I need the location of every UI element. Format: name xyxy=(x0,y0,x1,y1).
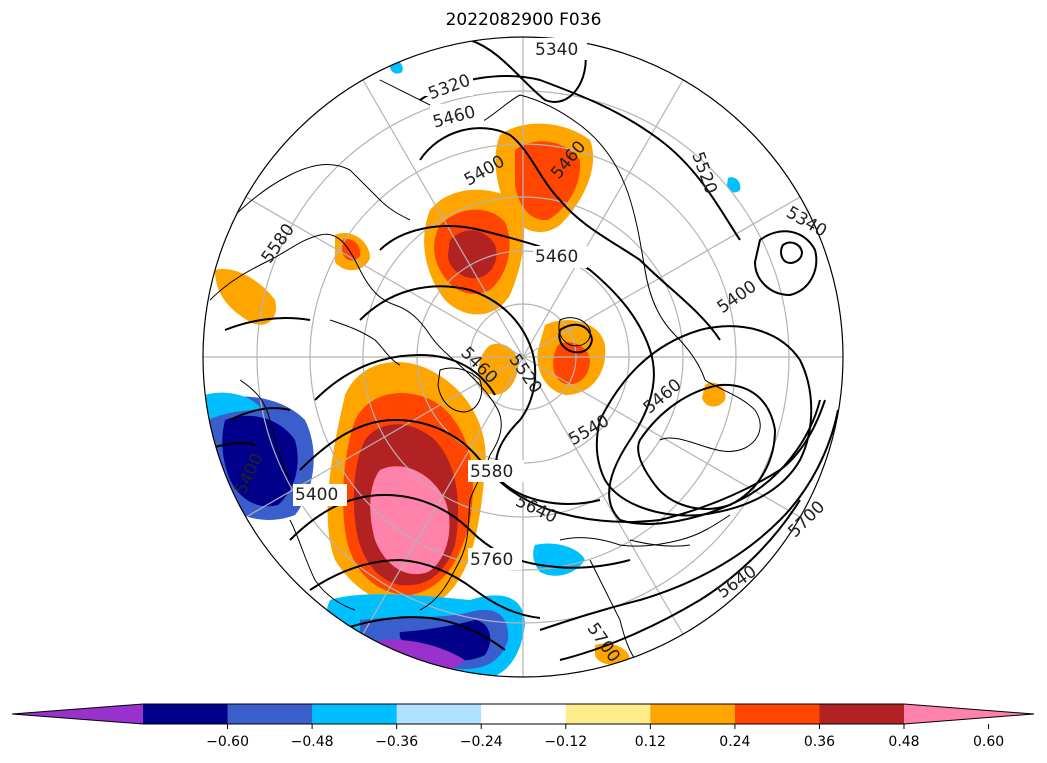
colorbar-segment xyxy=(481,704,567,724)
colorbar-tick-label: −0.60 xyxy=(206,734,249,750)
colorbar-segment xyxy=(143,704,229,724)
colorbar-tick-label: −0.36 xyxy=(375,734,418,750)
colorbar-segment xyxy=(312,704,398,724)
anomaly-shading xyxy=(203,59,741,677)
map-title: 2022082900 F036 xyxy=(445,10,602,30)
colorbar-tick-label: −0.48 xyxy=(291,734,334,750)
contour-label: 5760 xyxy=(470,550,513,570)
colorbar-segment xyxy=(819,704,905,724)
contour-label: 5580 xyxy=(470,462,513,482)
colorbar-segment xyxy=(396,704,482,724)
colorbar-segment xyxy=(650,704,736,724)
coastlines xyxy=(209,79,761,666)
colorbar-segment xyxy=(227,704,313,724)
map-boundary xyxy=(202,36,844,678)
colorbar-segment xyxy=(734,704,820,724)
graticule xyxy=(203,37,843,677)
colorbar-tick-label: 0.24 xyxy=(719,734,750,750)
colorbar-tick-label: 0.48 xyxy=(888,734,919,750)
contour-labels: 5340 5320 5460 5400 5460 5520 5580 5460 … xyxy=(231,38,830,666)
height-contours xyxy=(204,39,839,661)
colorbar: −0.60 −0.48 −0.36 −0.24 −0.12 0.12 0.24 0.36 0.4… xyxy=(11,703,1035,750)
colorbar-tick-label: −0.12 xyxy=(544,734,587,750)
colorbar-tick-label: 0.60 xyxy=(973,734,1004,750)
contour-label: 5400 xyxy=(295,485,338,505)
colorbar-segment xyxy=(565,704,651,724)
colorbar-tick-label: 0.36 xyxy=(804,734,835,750)
polar-map: 5340 5320 5460 5400 5460 5520 5580 5460 … xyxy=(202,36,844,678)
colorbar-extend-low xyxy=(12,704,143,724)
contour-label: 5340 xyxy=(535,40,578,60)
colorbar-tick-label: −0.24 xyxy=(460,734,503,750)
colorbar-extend-high xyxy=(904,704,1034,724)
colorbar-tick-label: 0.12 xyxy=(635,734,666,750)
colorbar-outline xyxy=(11,703,1035,725)
contour-label: 5460 xyxy=(535,247,578,267)
